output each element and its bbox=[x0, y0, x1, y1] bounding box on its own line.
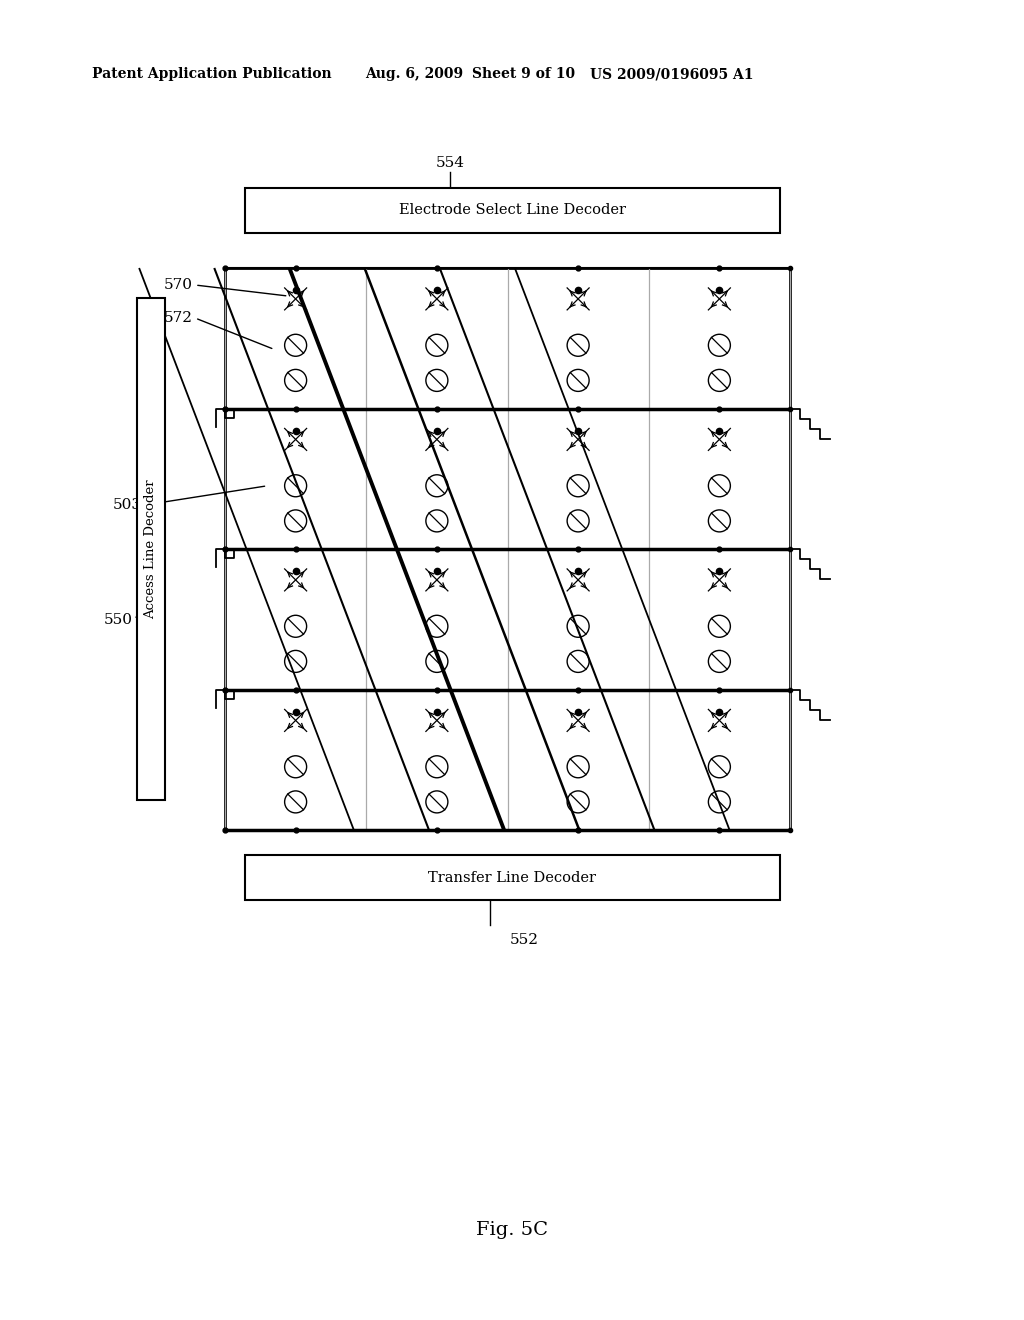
Bar bbox=[245, 855, 780, 900]
Text: Transfer Line Decoder: Transfer Line Decoder bbox=[428, 870, 597, 884]
Text: 572: 572 bbox=[164, 312, 193, 325]
Text: Access Line Decoder: Access Line Decoder bbox=[144, 479, 158, 619]
Text: 552: 552 bbox=[510, 933, 539, 946]
Text: Patent Application Publication: Patent Application Publication bbox=[92, 67, 332, 81]
Bar bbox=[245, 187, 780, 234]
Text: 554: 554 bbox=[435, 156, 465, 170]
Text: Aug. 6, 2009: Aug. 6, 2009 bbox=[365, 67, 463, 81]
Text: US 2009/0196095 A1: US 2009/0196095 A1 bbox=[590, 67, 754, 81]
Text: Fig. 5C: Fig. 5C bbox=[476, 1221, 548, 1239]
Bar bbox=[225, 268, 790, 830]
Text: 503: 503 bbox=[113, 498, 142, 512]
Text: Electrode Select Line Decoder: Electrode Select Line Decoder bbox=[399, 203, 626, 218]
Text: 550: 550 bbox=[104, 612, 133, 627]
Text: 570: 570 bbox=[164, 279, 193, 292]
Text: Sheet 9 of 10: Sheet 9 of 10 bbox=[472, 67, 575, 81]
Bar bbox=[137, 298, 165, 800]
